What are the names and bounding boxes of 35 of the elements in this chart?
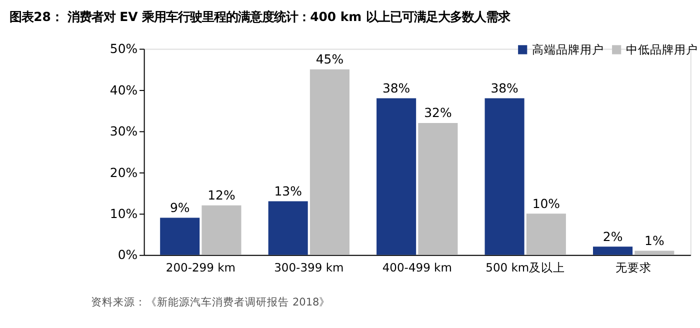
x-tick-label: 200-299 km bbox=[166, 260, 236, 275]
y-tick-label: 10% bbox=[110, 206, 138, 221]
y-tick-label: 50% bbox=[110, 41, 138, 56]
data-label: 9% bbox=[170, 200, 190, 216]
bar bbox=[268, 201, 308, 255]
bar bbox=[160, 218, 200, 255]
data-label: 10% bbox=[532, 196, 560, 211]
data-label: 12% bbox=[208, 188, 236, 203]
chart-title: 图表28： 消费者对 EV 乘用车行驶里程的满意度统计：400 km 以上已可满足大多数人需求 bbox=[10, 8, 511, 24]
data-label: 38% bbox=[382, 80, 410, 96]
bar bbox=[202, 205, 242, 255]
bar bbox=[418, 122, 458, 255]
bar bbox=[376, 98, 416, 255]
x-tick-label: 400-499 km bbox=[382, 260, 452, 275]
bar bbox=[526, 214, 566, 255]
bar bbox=[634, 250, 674, 255]
y-tick-label: 40% bbox=[110, 82, 138, 98]
x-tick-label: 无要求 bbox=[616, 260, 652, 275]
text: 资料来源：《新能源汽车消费者调研报告 2018》 bbox=[91, 296, 330, 309]
data-label: 32% bbox=[424, 105, 452, 120]
legend-label: 中低品牌用户 bbox=[626, 42, 698, 57]
x-tick-label: 300-399 km bbox=[274, 260, 344, 275]
x-tick-label: 500 km及以上 bbox=[486, 260, 566, 275]
data-label: 45% bbox=[316, 52, 344, 67]
y-tick-label: 20% bbox=[110, 164, 138, 180]
bar bbox=[593, 246, 633, 255]
data-label: 13% bbox=[274, 184, 302, 199]
bar bbox=[310, 69, 350, 255]
bar bbox=[484, 98, 524, 255]
data-label: 38% bbox=[490, 80, 519, 96]
legend-label: 高端品牌用户 bbox=[532, 42, 604, 57]
data-label: 1% bbox=[644, 233, 664, 248]
data-label: 2% bbox=[602, 228, 623, 244]
y-tick-label: 0% bbox=[118, 247, 138, 262]
y-tick-label: 30% bbox=[110, 124, 138, 139]
